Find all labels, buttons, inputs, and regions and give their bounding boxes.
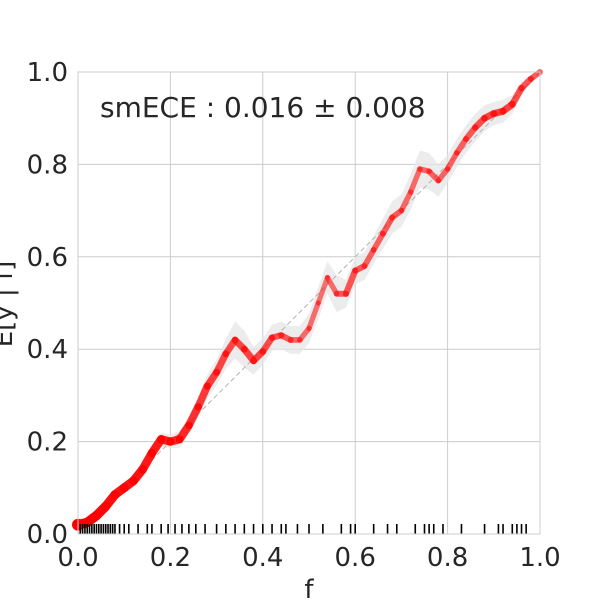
y-tick-label-0: 0.0 <box>27 520 68 550</box>
curve-segment-33 <box>379 214 396 237</box>
smece-annotation: smECE : 0.016 ± 0.008 <box>100 91 426 124</box>
curve-segment-26 <box>315 275 331 306</box>
y-tick-label-5: 1.0 <box>27 58 68 88</box>
curve-segment-32 <box>370 230 386 253</box>
y-tick-label-4: 0.8 <box>27 150 68 180</box>
curve-segment-25 <box>306 300 321 332</box>
x-tick-label-0: 0.0 <box>57 543 98 573</box>
curve-segment-27 <box>324 274 340 297</box>
x-tick-label-4: 0.8 <box>427 543 468 573</box>
y-tick-label-3: 0.6 <box>27 243 68 273</box>
perfect-calibration-diagonal <box>77 71 541 535</box>
curve-segment-31 <box>361 246 377 269</box>
x-tick-label-5: 1.0 <box>519 543 560 573</box>
x-axis-label: f <box>304 575 314 600</box>
curve-segment-47 <box>509 84 525 108</box>
y-axis-label: E[y | f] <box>0 261 19 348</box>
curve-segment-15 <box>213 350 230 376</box>
curve-segment-36 <box>407 166 423 195</box>
curve-segment-40 <box>444 150 460 172</box>
plot-frame <box>77 71 541 535</box>
x-tick-label-2: 0.4 <box>242 543 283 573</box>
tick-labels: 0.0 0.2 0.4 0.6 0.8 1.0 0.0 0.2 0.4 0.6 0.8 1.0 <box>27 58 561 573</box>
curve-segment-35 <box>398 189 414 214</box>
y-tick-label-2: 0.4 <box>27 335 68 365</box>
curve-segment-13 <box>194 382 212 411</box>
y-tick-label-1: 0.2 <box>27 428 68 458</box>
curve-segment-49 <box>527 69 543 82</box>
x-tick-label-1: 0.2 <box>150 543 191 573</box>
x-tick-label-3: 0.6 <box>335 543 376 573</box>
prediction-rug <box>79 524 527 534</box>
curve-segment-29 <box>342 267 359 297</box>
